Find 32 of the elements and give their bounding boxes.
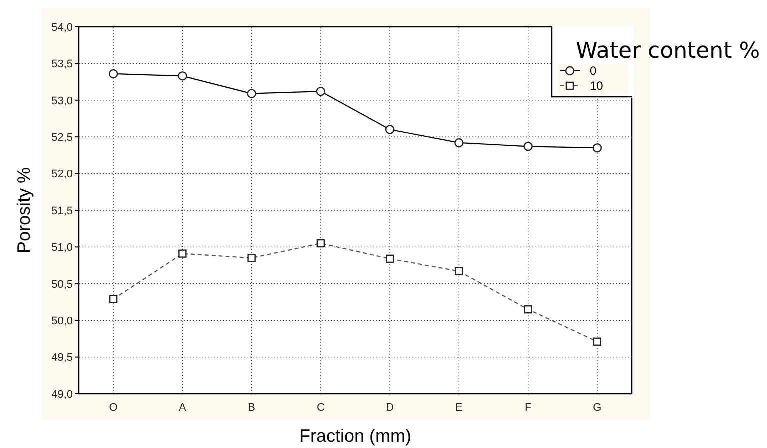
x-tick-label: C xyxy=(316,402,325,414)
y-tick-label: 52,5 xyxy=(52,132,73,144)
y-tick-label: 49,5 xyxy=(52,352,73,364)
legend-label: 0 xyxy=(590,64,597,78)
y-tick-label: 49,0 xyxy=(52,388,73,401)
y-tick-label: 53,5 xyxy=(52,58,73,71)
y-tick-label: 50,5 xyxy=(52,278,73,291)
y-tick-label: 51,0 xyxy=(52,242,73,254)
legend-title: Water content % xyxy=(576,39,760,64)
x-tick-label: D xyxy=(386,402,394,414)
point xyxy=(524,142,533,152)
x-tick-label: A xyxy=(179,402,188,414)
point xyxy=(316,86,326,96)
y-tick-label: 52,0 xyxy=(52,168,73,181)
x-tick-label: E xyxy=(456,402,463,414)
y-axis-title: Porosity % xyxy=(14,167,34,254)
x-tick-label: O xyxy=(109,402,118,414)
point xyxy=(108,69,118,79)
y-tick-label: 53,0 xyxy=(52,95,73,108)
point xyxy=(454,138,464,148)
x-tick-label: F xyxy=(524,402,532,414)
x-tick-label: B xyxy=(248,402,256,414)
y-tick-label: 54,0 xyxy=(52,22,73,34)
x-tick-label: G xyxy=(593,402,602,414)
y-tick-label: 50,0 xyxy=(52,315,73,328)
x-axis-title: Fraction (mm) xyxy=(300,426,412,446)
point xyxy=(592,144,602,153)
y-tick-label: 51,5 xyxy=(52,205,73,218)
point xyxy=(385,125,395,134)
point xyxy=(247,89,256,98)
point xyxy=(178,72,188,81)
legend-label: 10 xyxy=(590,79,604,94)
